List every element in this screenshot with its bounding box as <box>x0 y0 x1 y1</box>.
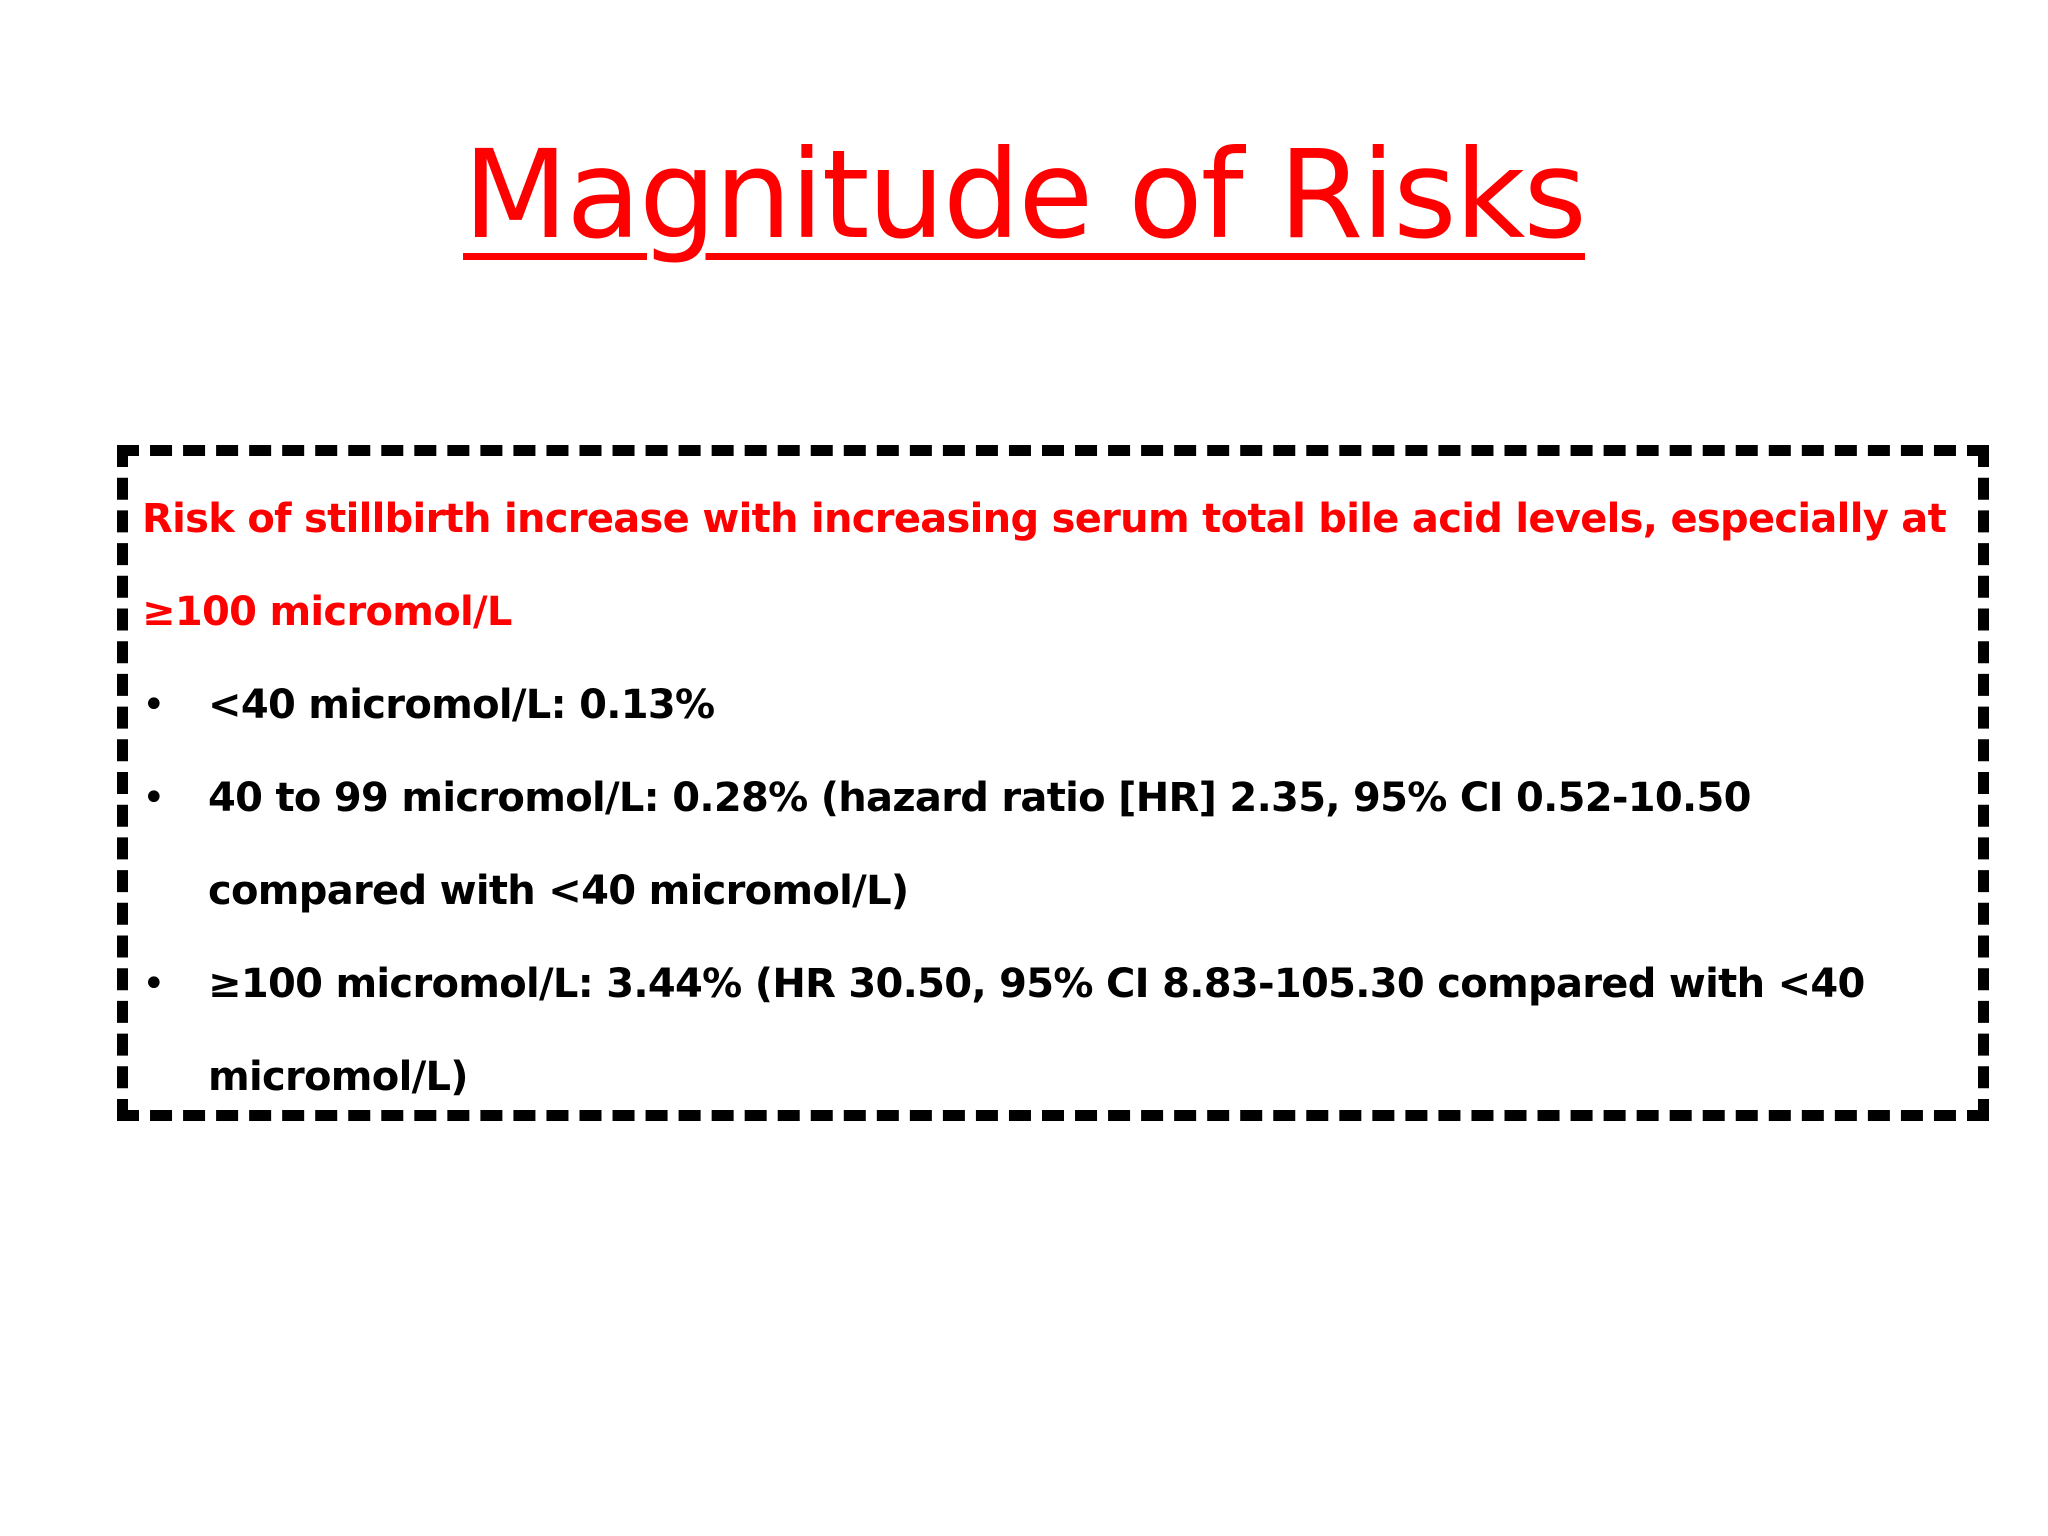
dashed-callout-box <box>117 445 1989 1121</box>
list-item: • 40 to 99 micromol/L: 0.28% (hazard rat… <box>142 752 1972 938</box>
list-item: • <40 micromol/L: 0.13% <box>142 659 1972 752</box>
risk-list: • <40 micromol/L: 0.13% • 40 to 99 micro… <box>142 659 1972 1124</box>
slide-title: Magnitude of Risks <box>463 124 1587 266</box>
list-item-text: ≥100 micromol/L: 3.44% (HR 30.50, 95% CI… <box>208 961 1865 1100</box>
bullet-icon: • <box>142 682 166 728</box>
list-item: • ≥100 micromol/L: 3.44% (HR 30.50, 95% … <box>142 938 1972 1124</box>
list-item-text: 40 to 99 micromol/L: 0.28% (hazard ratio… <box>208 775 1751 914</box>
bullet-icon: • <box>142 961 166 1007</box>
callout-content: Risk of stillbirth increase with increas… <box>142 473 1972 1124</box>
bullet-icon: • <box>142 775 166 821</box>
list-item-text: <40 micromol/L: 0.13% <box>208 682 715 728</box>
callout-lead-text: Risk of stillbirth increase with increas… <box>142 496 1947 635</box>
